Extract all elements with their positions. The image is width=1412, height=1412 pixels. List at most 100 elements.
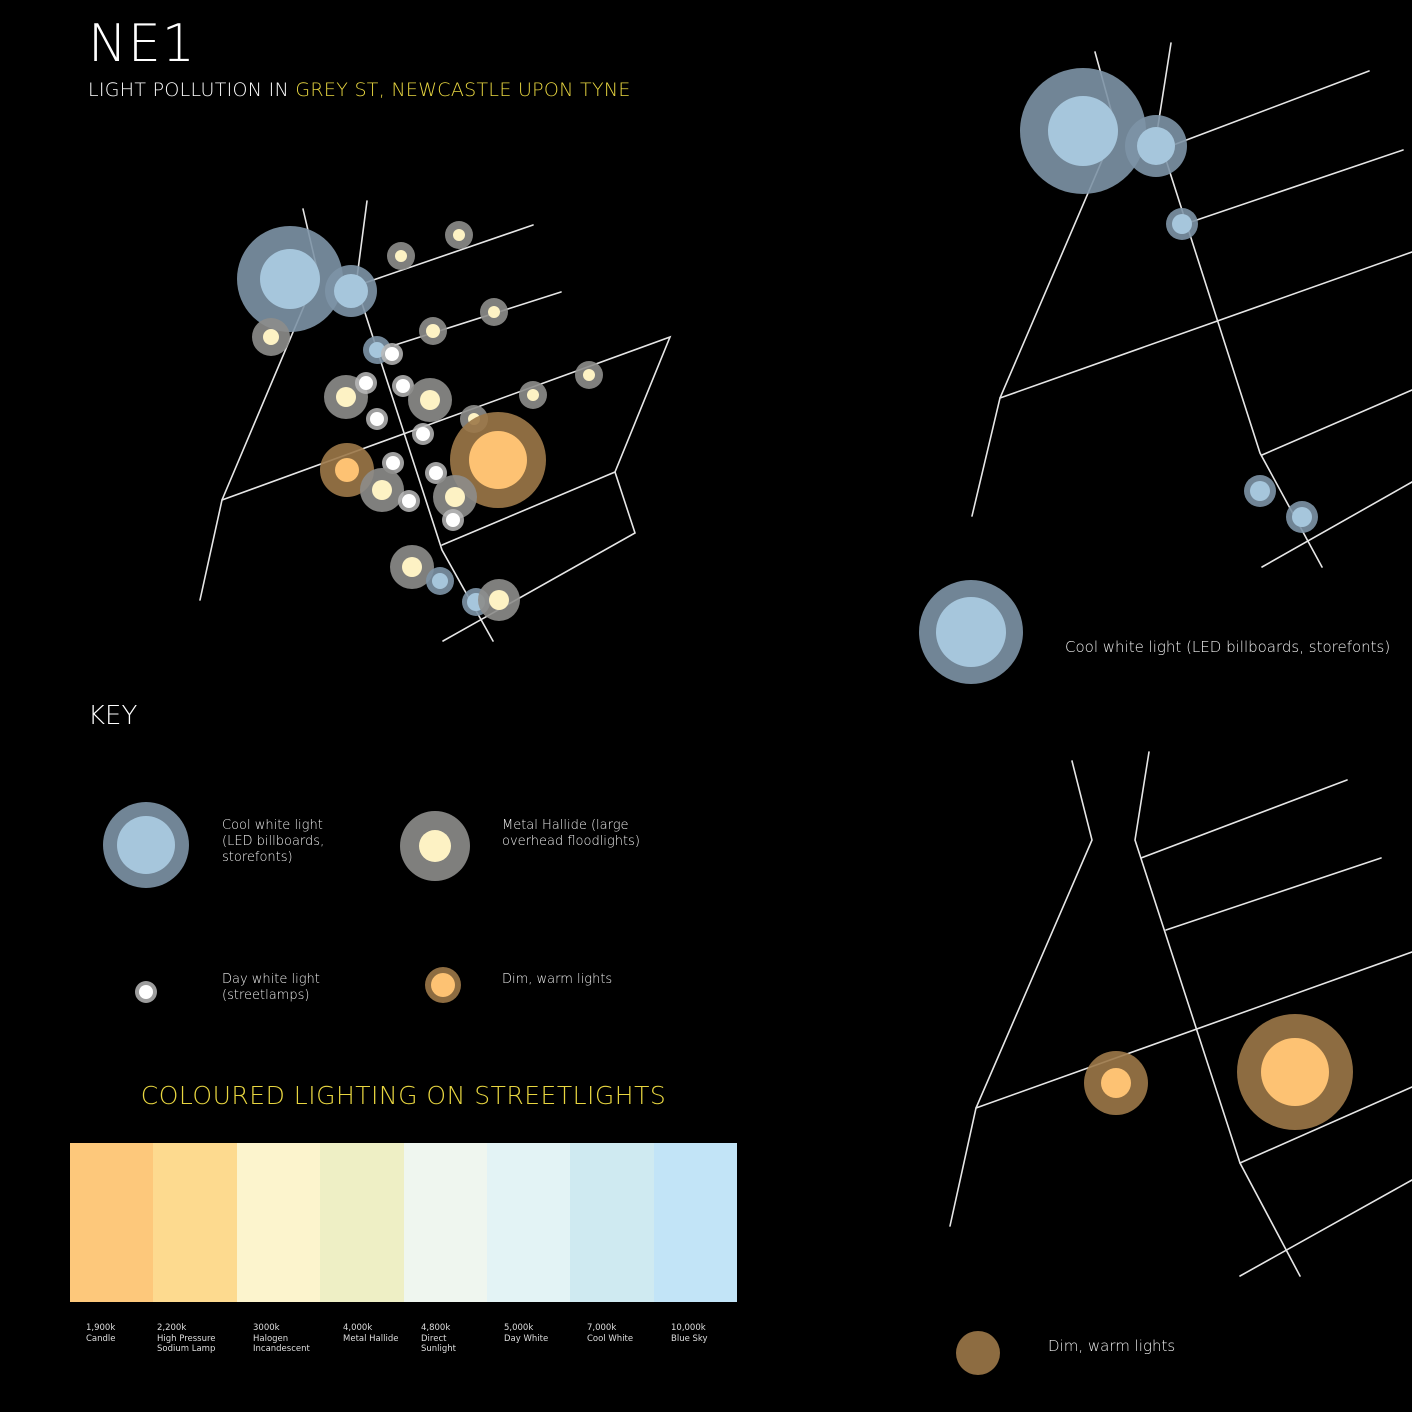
light-core <box>445 487 465 507</box>
inset-top-street-cross-2 <box>1184 149 1404 225</box>
light-halo <box>956 1331 1000 1375</box>
main-day-light <box>381 343 403 365</box>
light-core <box>936 597 1006 667</box>
colour-swatch-label: 4,000k Metal Hallide <box>343 1323 399 1344</box>
light-core <box>469 431 527 489</box>
main-day-light <box>425 462 447 484</box>
colour-temperature-labels: 1,900k Candle 2,200k High Pressure Sodium… <box>70 1323 737 1363</box>
light-core <box>402 557 422 577</box>
light-core <box>336 387 356 407</box>
light-core <box>263 329 279 345</box>
light-core <box>1292 507 1312 527</box>
inset-bottom-warm-light <box>956 1331 1000 1375</box>
light-core <box>429 466 443 480</box>
light-core <box>1250 481 1270 501</box>
light-core <box>453 229 465 241</box>
inset-bottom-street-cross-1 <box>1140 779 1348 859</box>
light-core <box>372 480 392 500</box>
light-core <box>370 412 384 426</box>
inset-top-cool-light <box>1286 501 1318 533</box>
inset-bottom-streets <box>949 751 1412 1277</box>
inset-top-label: Cool white light (LED billboards, storef… <box>1065 638 1391 656</box>
inset-map-warm <box>949 751 1412 1375</box>
key-label-metal: Metal Hallide (large overhead floodlight… <box>502 818 640 849</box>
main-metal-light <box>390 545 434 589</box>
colour-swatch <box>486 1143 571 1302</box>
colour-swatch <box>236 1143 321 1302</box>
light-core <box>489 590 509 610</box>
inset-bottom-street-cross-5 <box>1239 1179 1412 1277</box>
subtitle-prefix: LIGHT POLLUTION IN <box>88 79 296 101</box>
main-day-light <box>382 452 404 474</box>
colour-swatch <box>403 1143 487 1302</box>
inset-top-street-cross-4 <box>1261 389 1412 456</box>
light-core <box>419 830 451 862</box>
main-cool-light <box>325 265 377 317</box>
light-core <box>386 456 400 470</box>
main-metal-light <box>478 579 520 621</box>
light-core <box>139 985 153 999</box>
light-core <box>420 390 440 410</box>
main-metal-light <box>575 361 603 389</box>
inset-top-cool-light <box>919 580 1023 684</box>
key-label-cool: Cool white light (LED billboards, storef… <box>222 818 325 865</box>
key-heading: KEY <box>88 701 138 731</box>
key-label-day: Day white light (streetlamps) <box>222 972 320 1003</box>
light-core <box>334 274 368 308</box>
key-cool-light <box>103 802 189 888</box>
inset-map-cool <box>919 42 1412 684</box>
inset-top-lights <box>919 68 1318 684</box>
main-metal-light <box>408 378 452 422</box>
colour-swatch-label: 5,000k Day White <box>504 1323 549 1344</box>
main-day-light <box>442 509 464 531</box>
main-warm-light <box>450 412 546 508</box>
inset-top-cool-light <box>1125 115 1187 177</box>
key-lights <box>103 802 470 1003</box>
light-core <box>1172 214 1192 234</box>
inset-top-cool-light <box>1020 68 1146 194</box>
colour-swatch <box>653 1143 737 1302</box>
light-core <box>446 513 460 527</box>
main-metal-light <box>433 475 477 519</box>
inset-top-street-grey <box>1156 42 1323 568</box>
colour-swatch <box>153 1143 237 1302</box>
main-metal-light <box>387 242 415 270</box>
light-core <box>431 973 455 997</box>
light-core <box>396 379 410 393</box>
colour-temperature-bar <box>70 1143 737 1302</box>
light-core <box>359 376 373 390</box>
main-day-light <box>392 375 414 397</box>
main-metal-light <box>445 221 473 249</box>
colour-swatch-label: 3000k Halogen Incandescent <box>253 1323 310 1354</box>
inset-bottom-warm-light <box>1084 1051 1148 1115</box>
light-core <box>1101 1068 1131 1098</box>
light-core <box>488 306 500 318</box>
colour-swatch <box>570 1143 654 1302</box>
subtitle-location: GREY ST, NEWCASTLE UPON TYNE <box>295 79 631 101</box>
main-cool-light <box>426 567 454 595</box>
inset-top-street-cross-5 <box>1261 481 1412 568</box>
page-title: NE1 <box>88 14 196 74</box>
street-cross-3 <box>441 471 616 546</box>
light-core <box>527 389 539 401</box>
main-street-map <box>199 200 672 642</box>
light-core <box>395 250 407 262</box>
key-label-warm: Dim, warm lights <box>502 972 613 987</box>
street-cross-1 <box>349 224 534 289</box>
inset-bottom-warm-light <box>1237 1014 1353 1130</box>
light-core <box>385 347 399 361</box>
main-metal-light <box>480 298 508 326</box>
inset-top-cool-light <box>1166 208 1198 240</box>
main-metal-light <box>252 318 290 356</box>
main-metal-light <box>360 468 404 512</box>
inset-top-street-cross-1 <box>1159 70 1370 151</box>
main-day-light <box>366 408 388 430</box>
main-metal-light <box>519 381 547 409</box>
inset-bottom-street-cross-4 <box>1239 1086 1412 1164</box>
page-subtitle: LIGHT POLLUTION IN GREY ST, NEWCASTLE UP… <box>88 78 631 102</box>
main-day-light <box>412 423 434 445</box>
colour-swatch-label: 2,200k High Pressure Sodium Lamp <box>157 1323 216 1354</box>
inset-bottom-street-cross-2 <box>1165 857 1382 931</box>
main-day-light <box>355 372 377 394</box>
key-metal-light <box>400 811 470 881</box>
